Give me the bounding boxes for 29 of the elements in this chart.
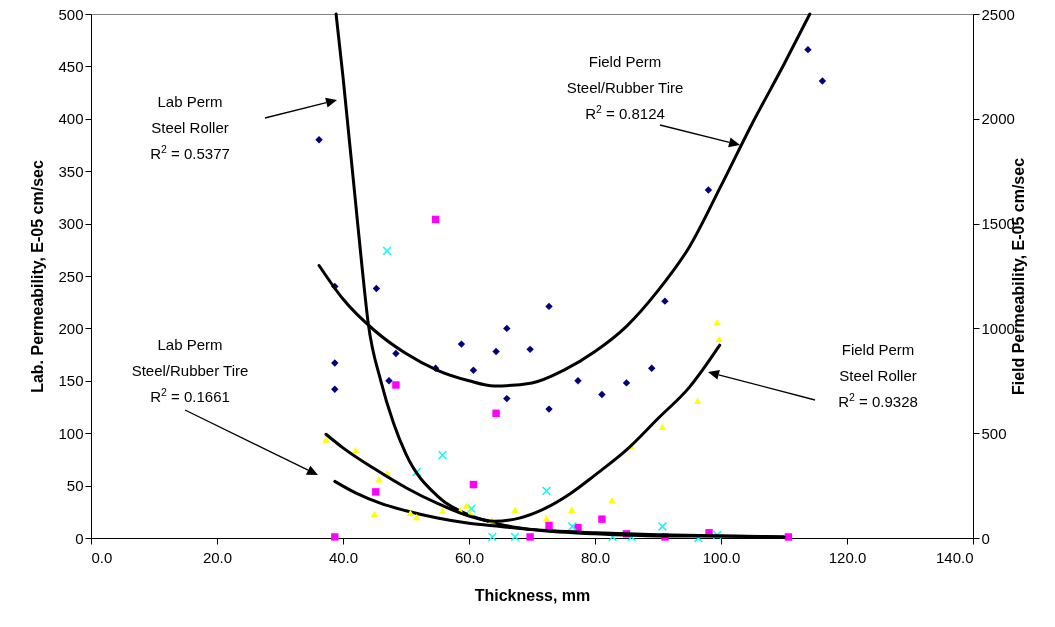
x-tick-label: 40.0 [328,548,359,566]
y-tick-label: 0 [75,529,84,547]
x-axis-title: Thickness, mm [474,586,591,604]
y2-tick-label: 0 [981,529,990,547]
y-tick-label: 150 [58,372,84,390]
x-tick-label: 20.0 [202,548,233,566]
x-tick-label: 0.0 [91,548,113,566]
y2-tick-label: 2000 [981,110,1015,128]
y-tick-label: 350 [58,162,84,180]
x-tick-label: 60.0 [454,548,485,566]
y-tick-label: 200 [58,319,84,337]
annotation: Lab Perm Steel/Rubber Tire R$^{2}$ = 0.1661 [131,336,249,405]
y-tick-label: 400 [58,110,84,128]
x-tick-label: 100.0 [702,548,741,566]
y2-tick-label: 2500 [981,5,1015,23]
y-tick-label: 300 [58,215,84,233]
annotation: Field Perm Steel Roller R$^{2}$ = 0.9328 [838,341,918,410]
y-tick-label: 100 [58,424,84,442]
y-tick-label: 50 [66,477,84,495]
y2-tick-label: 500 [981,424,1007,442]
y-axis-title: Lab. Permeability, E-05 cm/sec [29,160,47,393]
x-tick-label: 120.0 [828,548,867,566]
annotation: Field Perm Steel/Rubber Tire R$^{2}$ = 0.8124 [566,53,684,122]
x-tick-label: 80.0 [580,548,611,566]
y-tick-label: 450 [58,57,84,75]
annotation: Lab Perm Steel Roller R$^{2}$ = 0.5377 [150,93,230,162]
x-tick-label: 140.0 [935,548,974,566]
y-tick-label: 500 [58,5,84,23]
y-tick-label: 250 [58,267,84,285]
